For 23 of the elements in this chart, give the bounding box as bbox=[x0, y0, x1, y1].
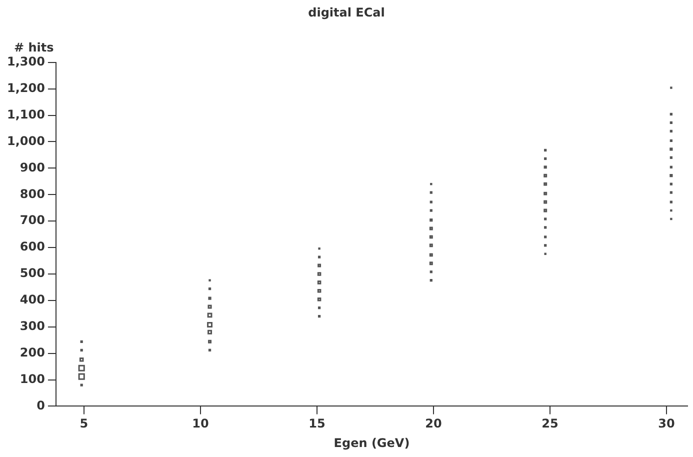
y-tick-label: 100 bbox=[20, 372, 45, 386]
y-tick-label: 0 bbox=[36, 398, 45, 412]
y-tick-label: 200 bbox=[20, 345, 45, 360]
y-tick-label: 1,300 bbox=[6, 54, 45, 69]
x-tick-label: 25 bbox=[542, 416, 558, 431]
y-axis-title: # hits bbox=[14, 40, 54, 55]
y-tick-label: 800 bbox=[20, 186, 45, 201]
y-tick-label: 500 bbox=[20, 266, 45, 280]
y-tick-label: 600 bbox=[20, 240, 45, 254]
y-tick-label: 1,200 bbox=[6, 80, 45, 95]
x-tick-label: 30 bbox=[658, 416, 675, 431]
y-tick-label: 700 bbox=[20, 213, 45, 228]
y-tick-label: 400 bbox=[20, 292, 45, 307]
x-tick-label: 5 bbox=[80, 416, 88, 431]
y-tick-label: 300 bbox=[20, 318, 45, 333]
x-tick-label: 10 bbox=[192, 416, 209, 431]
x-axis-title: Egen (GeV) bbox=[334, 436, 410, 450]
chart-title: digital ECal bbox=[308, 5, 385, 20]
y-tick-label: 1,000 bbox=[6, 134, 45, 148]
y-tick-label: 1,100 bbox=[6, 107, 45, 122]
y-tick-label: 900 bbox=[20, 160, 45, 174]
x-tick-label: 20 bbox=[425, 416, 442, 431]
x-tick-label: 15 bbox=[308, 416, 326, 431]
